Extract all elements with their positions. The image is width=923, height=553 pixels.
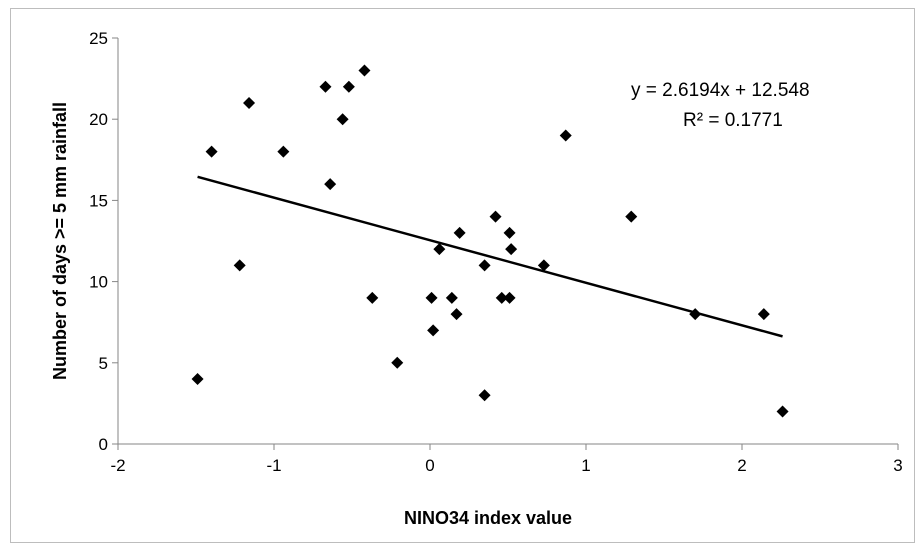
data-point bbox=[503, 226, 516, 239]
data-point bbox=[191, 373, 204, 386]
y-axis-title: Number of days >= 5 mm rainfall bbox=[50, 102, 70, 380]
data-point bbox=[478, 389, 491, 402]
y-tick-label: 0 bbox=[99, 435, 108, 454]
data-point bbox=[342, 80, 355, 93]
data-point bbox=[277, 145, 290, 158]
data-point bbox=[625, 210, 638, 223]
y-tick-label: 20 bbox=[89, 110, 108, 129]
y-tick-label: 10 bbox=[89, 273, 108, 292]
y-tick-label: 25 bbox=[89, 29, 108, 48]
data-point bbox=[489, 210, 502, 223]
x-tick-label: 0 bbox=[425, 456, 434, 475]
data-point bbox=[559, 129, 572, 142]
data-point bbox=[233, 259, 246, 272]
x-tick-label: -1 bbox=[266, 456, 281, 475]
data-point bbox=[391, 356, 404, 369]
data-point bbox=[433, 243, 446, 256]
data-point bbox=[757, 308, 770, 321]
data-point bbox=[445, 291, 458, 304]
r-squared-label: R² = 0.1771 bbox=[683, 110, 783, 131]
data-point bbox=[495, 291, 508, 304]
trendline bbox=[197, 175, 783, 338]
y-tick-label: 15 bbox=[89, 191, 108, 210]
x-axis-title: NINO34 index value bbox=[404, 508, 572, 528]
chart-frame: 0 5 10 15 20 25 -2 -1 0 1 2 3 NINO34 index value Numb… bbox=[10, 8, 915, 543]
data-point bbox=[324, 178, 337, 191]
trendline-equation: y = 2.6194x + 12.548 bbox=[631, 80, 810, 101]
data-point bbox=[243, 96, 256, 109]
data-point bbox=[427, 324, 440, 337]
data-point bbox=[450, 308, 463, 321]
data-point bbox=[776, 405, 789, 418]
data-point bbox=[505, 243, 518, 256]
x-tick-label: -2 bbox=[110, 456, 125, 475]
data-point bbox=[453, 226, 466, 239]
x-tick-label: 2 bbox=[737, 456, 746, 475]
data-point bbox=[478, 259, 491, 272]
x-tick-label: 3 bbox=[893, 456, 902, 475]
scatter-chart: 0 5 10 15 20 25 -2 -1 0 1 2 3 NINO34 index value Numb… bbox=[50, 29, 903, 528]
data-point bbox=[689, 308, 702, 321]
data-point bbox=[366, 291, 379, 304]
data-point bbox=[205, 145, 218, 158]
data-point bbox=[425, 291, 438, 304]
data-point bbox=[358, 64, 371, 77]
data-point bbox=[336, 113, 349, 126]
data-point bbox=[319, 80, 332, 93]
y-tick-label: 5 bbox=[99, 354, 108, 373]
data-point bbox=[503, 291, 516, 304]
data-point bbox=[537, 259, 550, 272]
x-tick-label: 1 bbox=[581, 456, 590, 475]
